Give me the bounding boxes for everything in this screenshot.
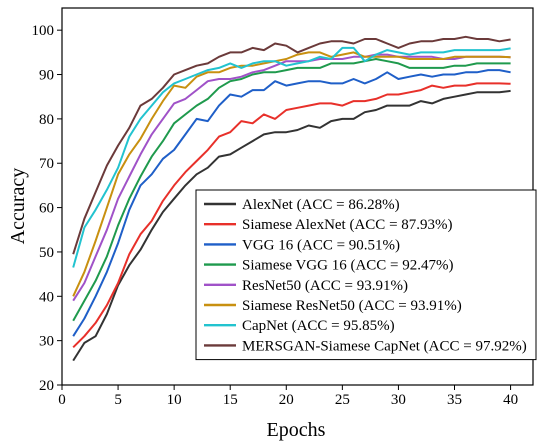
legend-label-3: VGG 16 (ACC = 90.51%) bbox=[242, 237, 400, 253]
legend-box bbox=[195, 189, 537, 361]
y-tick-label: 100 bbox=[32, 23, 55, 39]
x-axis-title: Epochs bbox=[267, 419, 326, 441]
x-tick-label: 5 bbox=[114, 392, 122, 408]
y-tick-label: 20 bbox=[39, 378, 54, 394]
y-tick-label: 80 bbox=[39, 112, 54, 128]
x-tick-label: 40 bbox=[503, 392, 518, 408]
x-tick-label: 30 bbox=[391, 392, 406, 408]
legend: AlexNet (ACC = 86.28%) Siamese AlexNet (A… bbox=[195, 189, 537, 361]
series-line-6 bbox=[72, 51, 511, 297]
series-line-1 bbox=[72, 89, 511, 362]
y-tick-label: 70 bbox=[39, 156, 54, 172]
legend-label-7: CapNet (ACC = 95.85%) bbox=[242, 318, 395, 334]
y-axis-title: Accuracy bbox=[7, 168, 29, 245]
series-line-3 bbox=[72, 69, 511, 337]
legend-label-6: Siamese ResNet50 (ACC = 93.91%) bbox=[242, 298, 462, 314]
x-tick-label: 10 bbox=[167, 392, 182, 408]
legend-label-8: MERSGAN-Siamese CapNet (ACC = 97.92%) bbox=[242, 338, 527, 354]
series-line-2 bbox=[72, 82, 511, 349]
y-tick-label: 50 bbox=[39, 245, 54, 261]
series-line-7 bbox=[72, 46, 511, 268]
legend-label-4: Siamese VGG 16 (ACC = 92.47%) bbox=[242, 258, 454, 274]
legend-label-5: ResNet50 (ACC = 93.91%) bbox=[242, 278, 408, 294]
y-tick-label: 40 bbox=[39, 289, 54, 305]
x-tick-label: 25 bbox=[335, 392, 350, 408]
x-tick-label: 20 bbox=[279, 392, 294, 408]
y-tick-label: 30 bbox=[39, 334, 54, 350]
series-line-4 bbox=[72, 58, 511, 322]
plot-area bbox=[72, 35, 511, 362]
x-tick-label: 15 bbox=[223, 392, 238, 408]
x-tick-label: 0 bbox=[58, 392, 66, 408]
x-tick-label: 35 bbox=[447, 392, 462, 408]
legend-label-2: Siamese AlexNet (ACC = 87.93%) bbox=[242, 217, 453, 233]
series-line-5 bbox=[72, 53, 511, 302]
series-line-8 bbox=[72, 35, 511, 255]
legend-label-1: AlexNet (ACC = 86.28%) bbox=[242, 197, 400, 213]
y-tick-label: 90 bbox=[39, 68, 54, 84]
y-tick-label: 60 bbox=[39, 201, 54, 217]
axes: 0 5 10 15 20 25 30 35 40 20 30 40 50 60 70 80 90 100 bbox=[32, 7, 534, 408]
